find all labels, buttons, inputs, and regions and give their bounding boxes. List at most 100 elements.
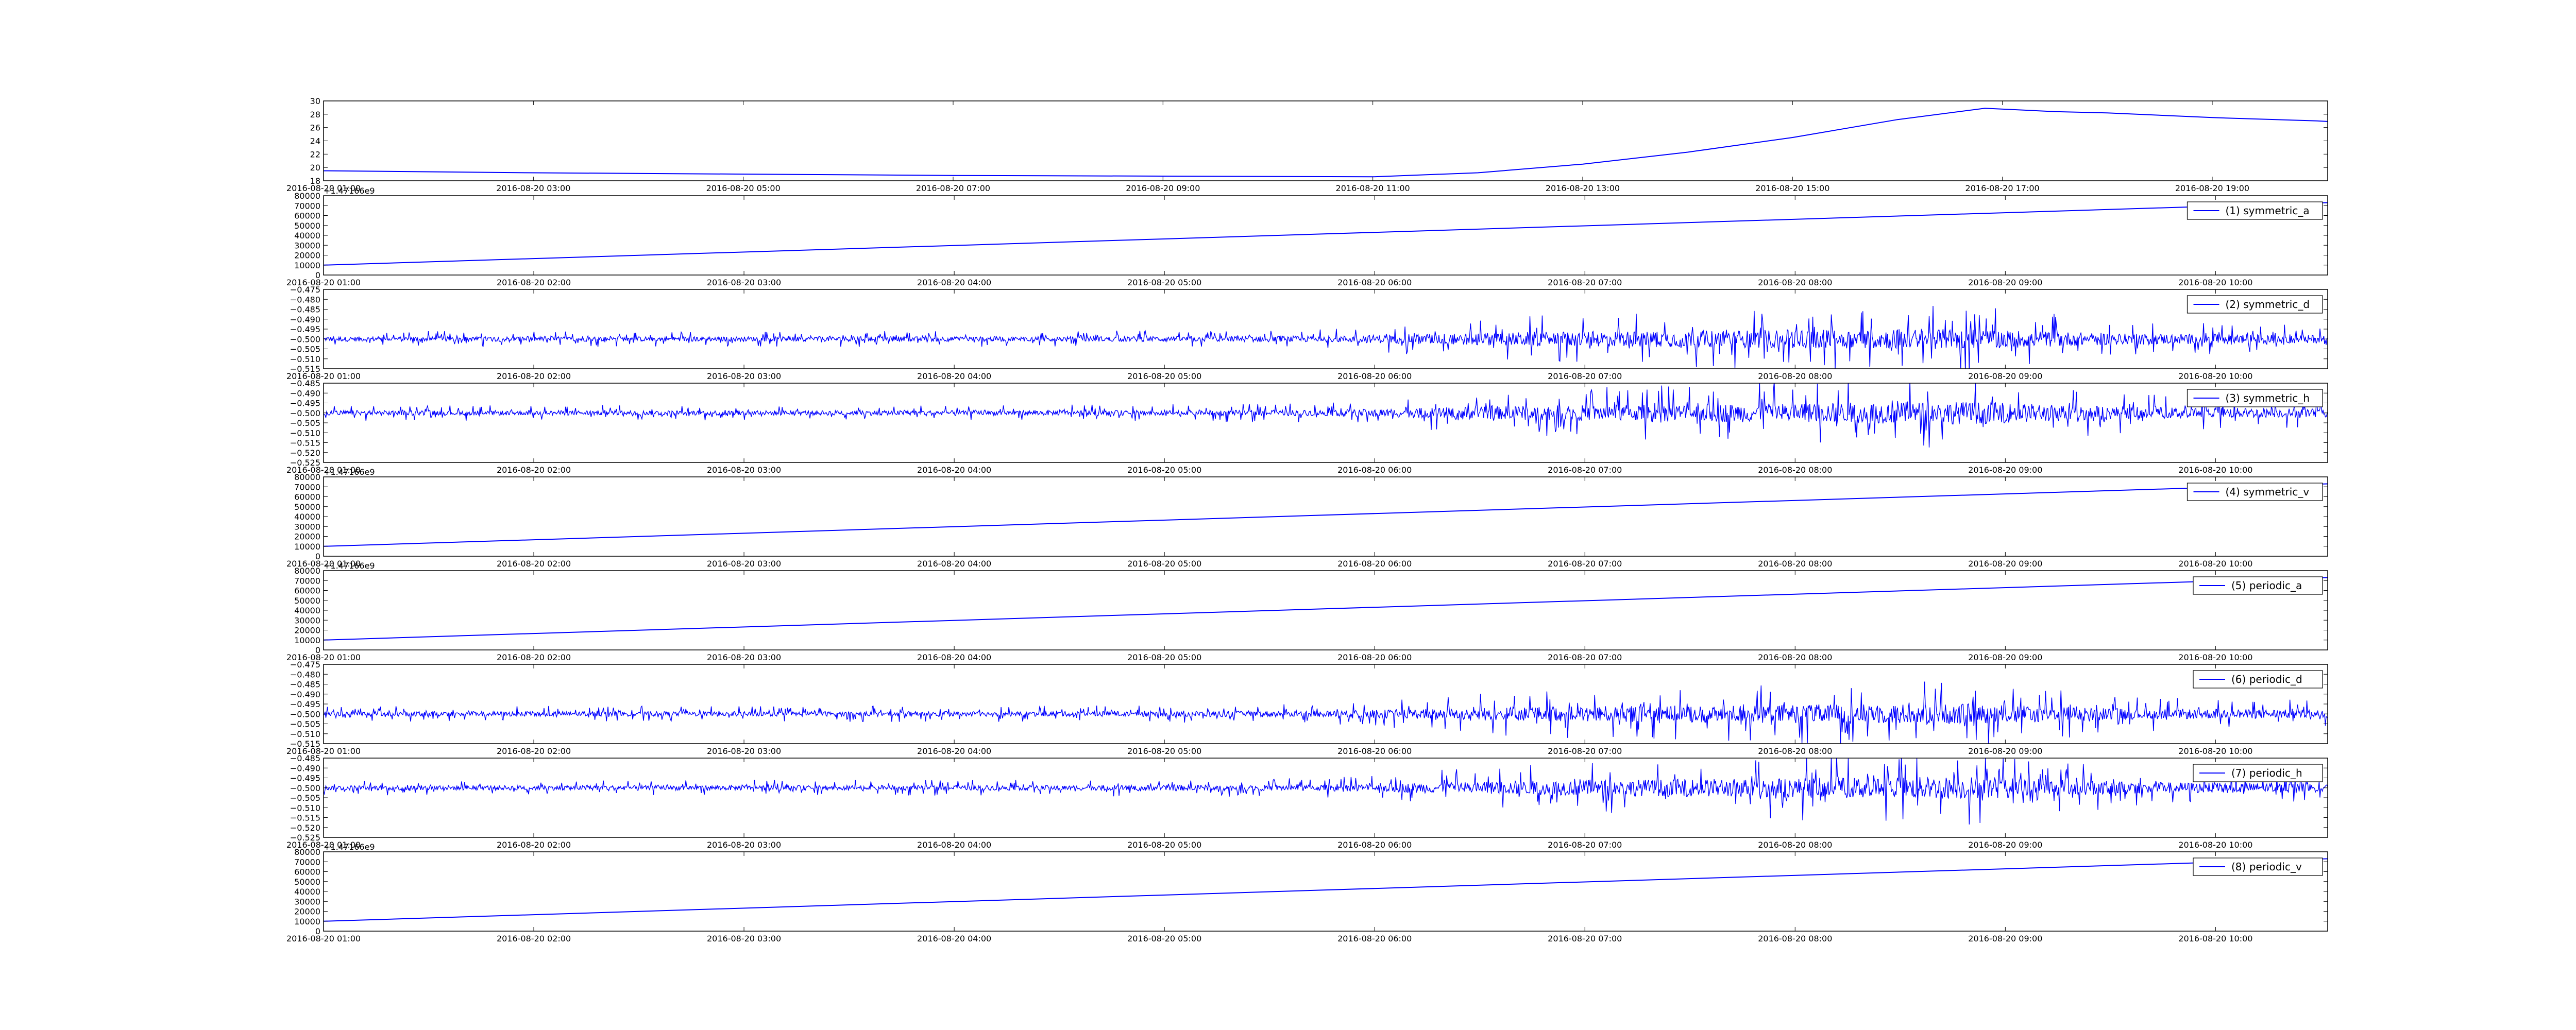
x-tick-label: 2016-08-20 06:00 <box>1337 934 1412 943</box>
x-tick-label: 2016-08-20 08:00 <box>1758 371 1832 381</box>
legend-label: (8) periodic_v <box>2231 861 2302 873</box>
x-tick-label: 2016-08-20 07:00 <box>1548 465 1622 475</box>
y-tick-label: 60000 <box>294 492 320 502</box>
y-tick-label: −0.505 <box>290 345 320 354</box>
y-tick-label: 20000 <box>294 251 320 261</box>
y-tick-label: 40000 <box>294 887 320 897</box>
x-tick-label: 2016-08-20 15:00 <box>1755 183 1829 193</box>
axis-offset-label: +1.47166e9 <box>324 561 375 571</box>
axis-offset-label: +1.47166e9 <box>324 467 375 477</box>
y-tick-label: −0.515 <box>290 364 320 374</box>
x-tick-label: 2016-08-20 04:00 <box>917 559 991 569</box>
legend-label: (6) periodic_d <box>2231 673 2302 685</box>
y-tick-label: 22 <box>310 149 320 159</box>
series-line <box>324 108 2328 178</box>
x-tick-label: 2016-08-20 01:00 <box>286 840 361 850</box>
y-tick-label: 20 <box>310 163 320 173</box>
x-tick-label: 2016-08-20 09:00 <box>1968 465 2042 475</box>
y-tick-label: 80000 <box>294 472 320 482</box>
subplot-3: 2016-08-20 01:00 2016-08-20 02:00 2016-08-… <box>286 285 2328 381</box>
x-tick-label: 2016-08-20 05:00 <box>1127 278 1201 287</box>
y-tick-label: −0.515 <box>290 813 320 823</box>
y-tick-label: −0.485 <box>290 379 320 388</box>
x-tick-label: 2016-08-20 10:00 <box>2178 559 2252 569</box>
x-tick-label: 2016-08-20 02:00 <box>497 653 571 662</box>
legend-label: (3) symmetric_h <box>2226 392 2310 404</box>
y-tick-label: −0.505 <box>290 418 320 428</box>
x-tick-label: 2016-08-20 03:00 <box>707 934 781 943</box>
x-tick-label: 2016-08-20 13:00 <box>1546 183 1620 193</box>
y-tick-label: 60000 <box>294 586 320 596</box>
y-tick-label: 30000 <box>294 897 320 906</box>
x-tick-label: 2016-08-20 03:00 <box>707 465 781 475</box>
x-tick-label: 2016-08-20 03:00 <box>707 278 781 287</box>
x-tick-label: 2016-08-20 08:00 <box>1758 840 1832 850</box>
x-tick-label: 2016-08-20 06:00 <box>1337 746 1412 756</box>
x-tick-label: 2016-08-20 04:00 <box>917 371 991 381</box>
y-tick-label: −0.495 <box>290 774 320 783</box>
y-tick-label: −0.490 <box>290 763 320 773</box>
y-tick-label: 60000 <box>294 867 320 877</box>
series-line <box>324 202 2328 266</box>
series-line <box>324 858 2328 922</box>
x-tick-label: 2016-08-20 02:00 <box>497 465 571 475</box>
legend: (6) periodic_d <box>2193 670 2323 689</box>
subplot-2: 2016-08-20 01:00 2016-08-20 02:00 2016-08-… <box>286 186 2328 287</box>
x-tick-label: 2016-08-20 07:00 <box>916 183 990 193</box>
y-tick-label: −0.525 <box>290 833 320 843</box>
x-tick-label: 2016-08-20 19:00 <box>2175 183 2249 193</box>
x-tick-label: 2016-08-20 07:00 <box>1548 559 1622 569</box>
x-tick-label: 2016-08-20 06:00 <box>1337 840 1412 850</box>
x-tick-label: 2016-08-20 03:00 <box>707 746 781 756</box>
x-tick-label: 2016-08-20 05:00 <box>1127 653 1201 662</box>
x-tick-label: 2016-08-20 06:00 <box>1337 559 1412 569</box>
x-tick-label: 2016-08-20 01:00 <box>286 653 361 662</box>
y-tick-label: 20000 <box>294 532 320 542</box>
y-tick-label: 80000 <box>294 191 320 201</box>
y-tick-label: 50000 <box>294 877 320 887</box>
y-tick-label: 0 <box>315 270 320 280</box>
x-tick-label: 2016-08-20 02:00 <box>497 371 571 381</box>
x-tick-label: 2016-08-20 08:00 <box>1758 653 1832 662</box>
y-tick-label: 18 <box>310 176 320 186</box>
y-tick-label: 10000 <box>294 261 320 270</box>
y-tick-label: 70000 <box>294 482 320 492</box>
legend-label: (1) symmetric_a <box>2226 204 2310 217</box>
y-tick-label: 60000 <box>294 211 320 221</box>
x-tick-label: 2016-08-20 10:00 <box>2178 746 2252 756</box>
x-tick-label: 2016-08-20 04:00 <box>917 653 991 662</box>
y-tick-label: −0.505 <box>290 719 320 729</box>
x-tick-label: 2016-08-20 09:00 <box>1968 371 2042 381</box>
x-tick-label: 2016-08-20 01:00 <box>286 371 361 381</box>
y-tick-label: 30 <box>310 96 320 106</box>
x-tick-label: 2016-08-20 09:00 <box>1968 278 2042 287</box>
legend-label: (7) periodic_h <box>2231 767 2302 779</box>
y-tick-label: −0.485 <box>290 305 320 315</box>
x-tick-label: 2016-08-20 04:00 <box>917 746 991 756</box>
legend: (1) symmetric_a <box>2187 201 2323 220</box>
y-tick-label: −0.480 <box>290 670 320 679</box>
x-tick-label: 2016-08-20 01:00 <box>286 934 361 943</box>
x-tick-label: 2016-08-20 04:00 <box>917 934 991 943</box>
y-tick-label: −0.500 <box>290 783 320 793</box>
y-tick-label: 40000 <box>294 512 320 522</box>
x-tick-label: 2016-08-20 01:00 <box>286 465 361 475</box>
y-tick-label: 26 <box>310 123 320 133</box>
x-tick-label: 2016-08-20 06:00 <box>1337 653 1412 662</box>
x-tick-label: 2016-08-20 01:00 <box>286 746 361 756</box>
y-tick-label: 30000 <box>294 615 320 625</box>
y-tick-label: −0.490 <box>290 315 320 324</box>
y-tick-label: −0.475 <box>290 660 320 670</box>
x-tick-label: 2016-08-20 09:00 <box>1968 840 2042 850</box>
x-tick-label: 2016-08-20 02:00 <box>497 840 571 850</box>
y-tick-label: 80000 <box>294 566 320 576</box>
y-tick-label: −0.510 <box>290 729 320 739</box>
x-tick-label: 2016-08-20 05:00 <box>1127 934 1201 943</box>
subplot-5: 2016-08-20 01:00 2016-08-20 02:00 2016-08-… <box>286 467 2328 569</box>
x-tick-label: 2016-08-20 05:00 <box>1127 465 1201 475</box>
y-tick-label: 10000 <box>294 636 320 645</box>
x-tick-label: 2016-08-20 10:00 <box>2178 934 2252 943</box>
y-tick-label: 70000 <box>294 576 320 586</box>
x-tick-label: 2016-08-20 07:00 <box>1548 653 1622 662</box>
